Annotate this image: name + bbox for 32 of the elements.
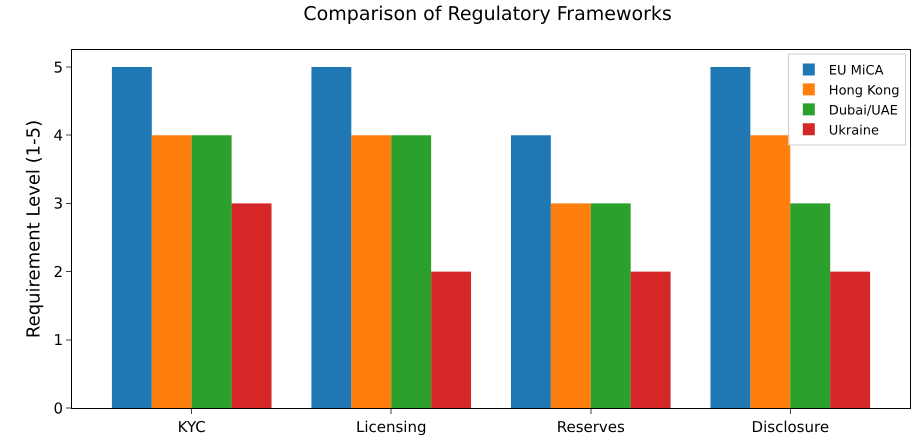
x-tick-label: Disclosure: [752, 418, 830, 436]
x-tick-label: Reserves: [556, 418, 625, 436]
bar: [351, 135, 392, 408]
bar: [192, 135, 232, 408]
legend-label: Dubai/UAE: [828, 103, 898, 118]
bar: [590, 203, 631, 408]
y-tick-label: 1: [53, 331, 63, 350]
bar: [630, 272, 671, 408]
bar: [550, 203, 591, 408]
bar: [391, 135, 432, 408]
y-tick-label: 3: [53, 194, 63, 213]
y-tick-label: 2: [53, 262, 63, 281]
x-tick-label: KYC: [178, 418, 206, 436]
y-tick-label: 0: [53, 399, 63, 418]
bar: [790, 203, 830, 408]
chart-title: Comparison of Regulatory Frameworks: [303, 2, 672, 25]
bar: [232, 203, 272, 408]
legend-label: Ukraine: [828, 123, 880, 138]
bar: [750, 135, 790, 408]
bar: [431, 272, 472, 408]
bar: [710, 67, 750, 408]
bar: [152, 135, 192, 408]
bar: [112, 67, 152, 408]
bar: [510, 135, 551, 408]
y-axis-title: Requirement Level (1-5): [24, 120, 45, 338]
legend-label: Hong Kong: [828, 84, 900, 98]
bar: [830, 272, 870, 408]
y-tick-label: 4: [53, 126, 63, 144]
legend-label: EU MiCA: [828, 64, 884, 79]
y-tick-label: 5: [53, 58, 63, 76]
x-tick-label: Licensing: [356, 418, 427, 436]
bar: [311, 67, 352, 408]
